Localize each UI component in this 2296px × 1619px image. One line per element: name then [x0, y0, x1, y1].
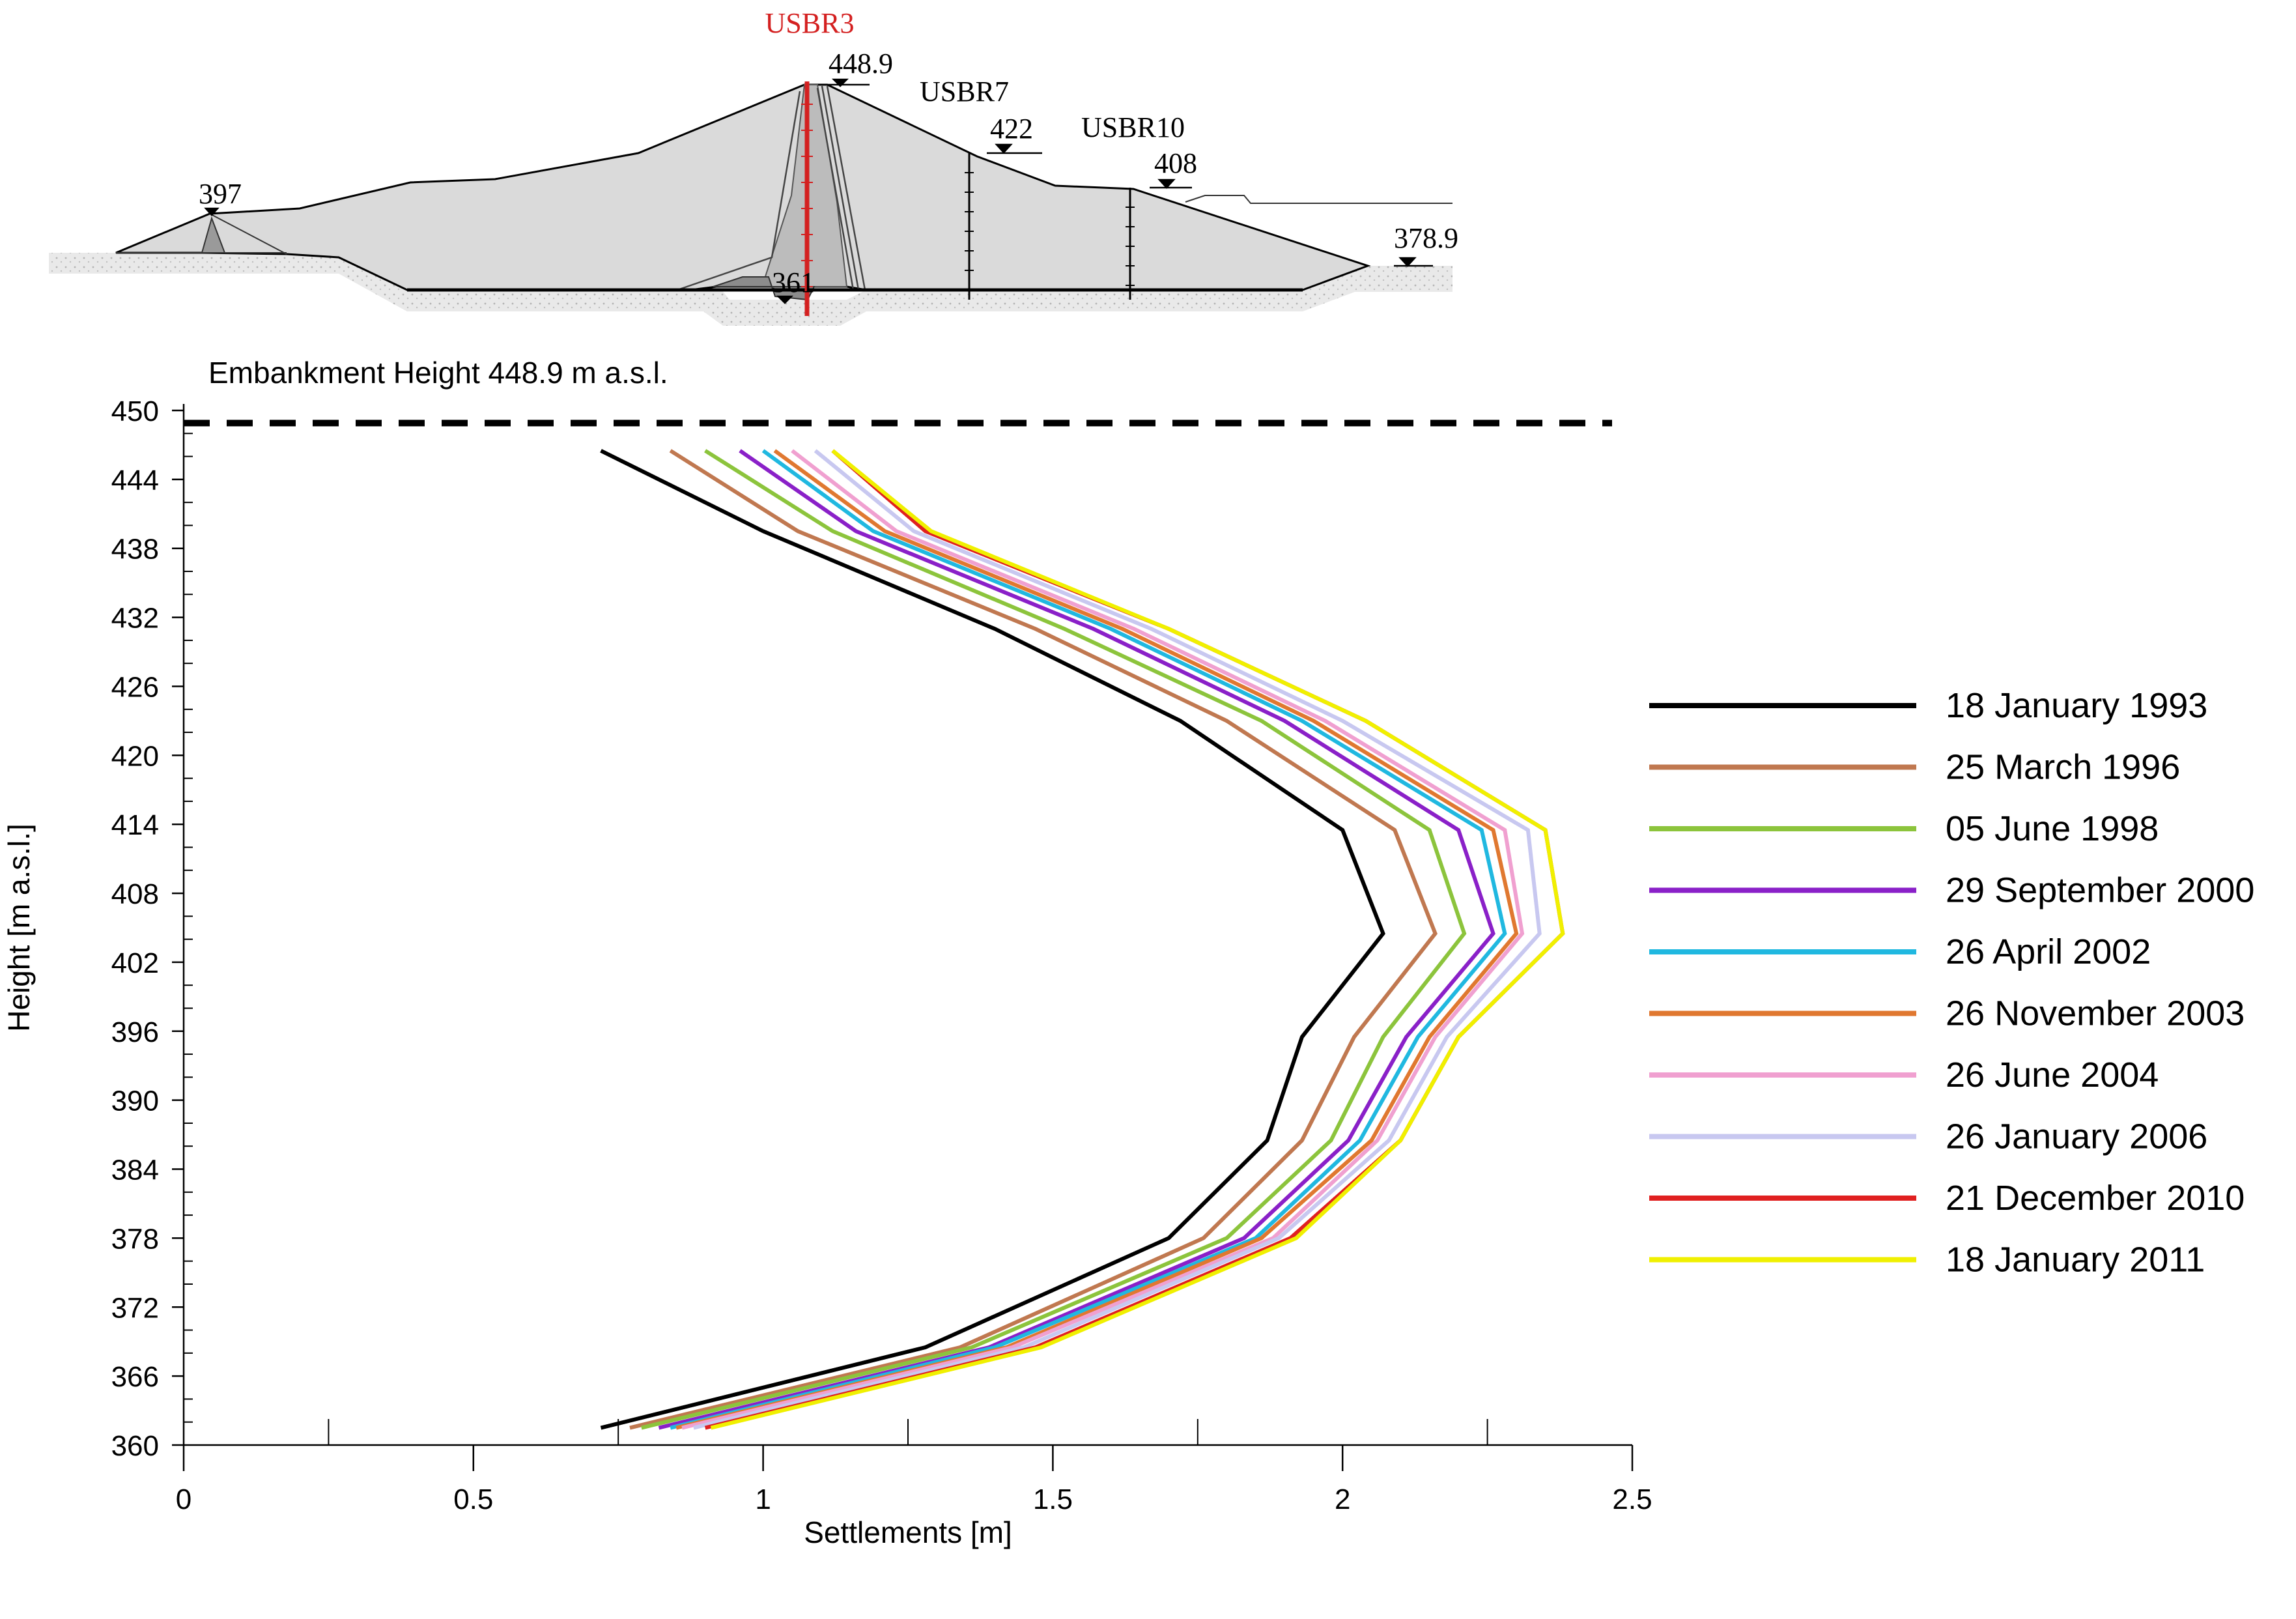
y-tick-label: 438: [111, 534, 159, 566]
usbr10-label: USBR10: [1081, 111, 1185, 143]
x-tick-label: 1.5: [1033, 1483, 1073, 1515]
berm-elevation-label: 397: [199, 178, 242, 210]
elevation-markers: [204, 78, 1433, 304]
legend-label-2: 25 March 1996: [1946, 748, 2180, 787]
usbr10-elevation-label: 408: [1154, 147, 1197, 179]
usbr10-ticks: [1126, 207, 1135, 286]
y-tick-label: 444: [111, 465, 159, 496]
legend-label-3: 05 June 1998: [1946, 809, 2159, 848]
usbr3-ticks: [801, 104, 813, 287]
settlement-chart: Embankment Height 448.9 m a.s.l. 3603663…: [2, 356, 2254, 1549]
y-tick-label: 402: [111, 947, 159, 979]
y-tick-label: 414: [111, 809, 159, 841]
y-tick-label: 426: [111, 671, 159, 703]
legend-label-4: 29 September 2000: [1946, 871, 2254, 910]
legend-label-9: 21 December 2010: [1946, 1179, 2245, 1218]
x-tick-label: 2: [1335, 1483, 1350, 1515]
y-tick-label: 450: [111, 395, 159, 427]
x-tick-label: 1: [755, 1483, 771, 1515]
usbr7-ticks: [965, 172, 974, 291]
cutoff-trench: [713, 276, 815, 301]
legend-label-1: 18 January 1993: [1946, 686, 2207, 725]
y-axis-label: Height [m a.s.l.]: [2, 824, 36, 1032]
legend: 18 January 1993 25 March 1996 05 June 1998…: [1649, 686, 2254, 1280]
crest-elevation-label: 448.9: [829, 48, 893, 79]
toe-elevation-label: 378.9: [1394, 222, 1458, 254]
reservoir-line: [1185, 195, 1453, 204]
foundation-ground: [49, 253, 1453, 326]
legend-label-6: 26 November 2003: [1946, 994, 2245, 1033]
series-line-3: [641, 449, 1467, 1430]
series-line-5: [670, 449, 1507, 1430]
legend-label-5: 26 April 2002: [1946, 932, 2151, 971]
embankment-height-annotation: Embankment Height 448.9 m a.s.l.: [208, 356, 668, 390]
legend-label-7: 26 June 2004: [1946, 1055, 2159, 1095]
y-tick-label: 372: [111, 1292, 159, 1324]
series-line-7: [681, 449, 1525, 1430]
x-tick-label: 0.5: [453, 1483, 493, 1515]
embankment-body: [115, 83, 1371, 291]
x-axis-label: Settlements [m]: [804, 1515, 1012, 1549]
y-tick-label: 420: [111, 740, 159, 772]
usbr7-label: USBR7: [920, 76, 1009, 107]
series-line-10: [710, 449, 1565, 1430]
series-line-2: [629, 449, 1438, 1430]
series-line-9: [704, 449, 1565, 1430]
x-ticks: 0 0.5 1 1.5 2 2.5: [176, 1419, 1652, 1515]
series-line-6: [675, 449, 1519, 1430]
x-tick-label: 2.5: [1612, 1483, 1652, 1515]
series-line-8: [693, 449, 1542, 1430]
series-line-1: [600, 449, 1385, 1430]
y-tick-label: 408: [111, 878, 159, 910]
legend-label-10: 18 January 2011: [1946, 1240, 2205, 1280]
dam-cross-section: USBR3 448.9 USBR7 422 USBR10 408 397 378…: [49, 7, 1458, 326]
y-tick-label: 390: [111, 1085, 159, 1117]
y-tick-label: 360: [111, 1430, 159, 1462]
usbr3-label: USBR3: [765, 7, 855, 39]
y-tick-label: 396: [111, 1016, 159, 1048]
series-layer: [600, 449, 1565, 1430]
y-tick-label: 384: [111, 1154, 159, 1186]
y-ticks: 360 366 372 378 384 390 396 402 408 414 420 426 432 4…: [111, 395, 193, 1462]
y-tick-label: 366: [111, 1361, 159, 1393]
usbr7-elevation-label: 422: [990, 113, 1033, 145]
y-tick-label: 378: [111, 1223, 159, 1255]
left-berm-lines: [116, 213, 287, 255]
foundation-elevation-label: 361: [772, 266, 815, 298]
series-line-4: [658, 449, 1495, 1430]
y-tick-label: 432: [111, 603, 159, 635]
filter-lines: [677, 85, 866, 291]
x-tick-label: 0: [176, 1483, 191, 1515]
legend-label-8: 26 January 2006: [1946, 1117, 2207, 1156]
